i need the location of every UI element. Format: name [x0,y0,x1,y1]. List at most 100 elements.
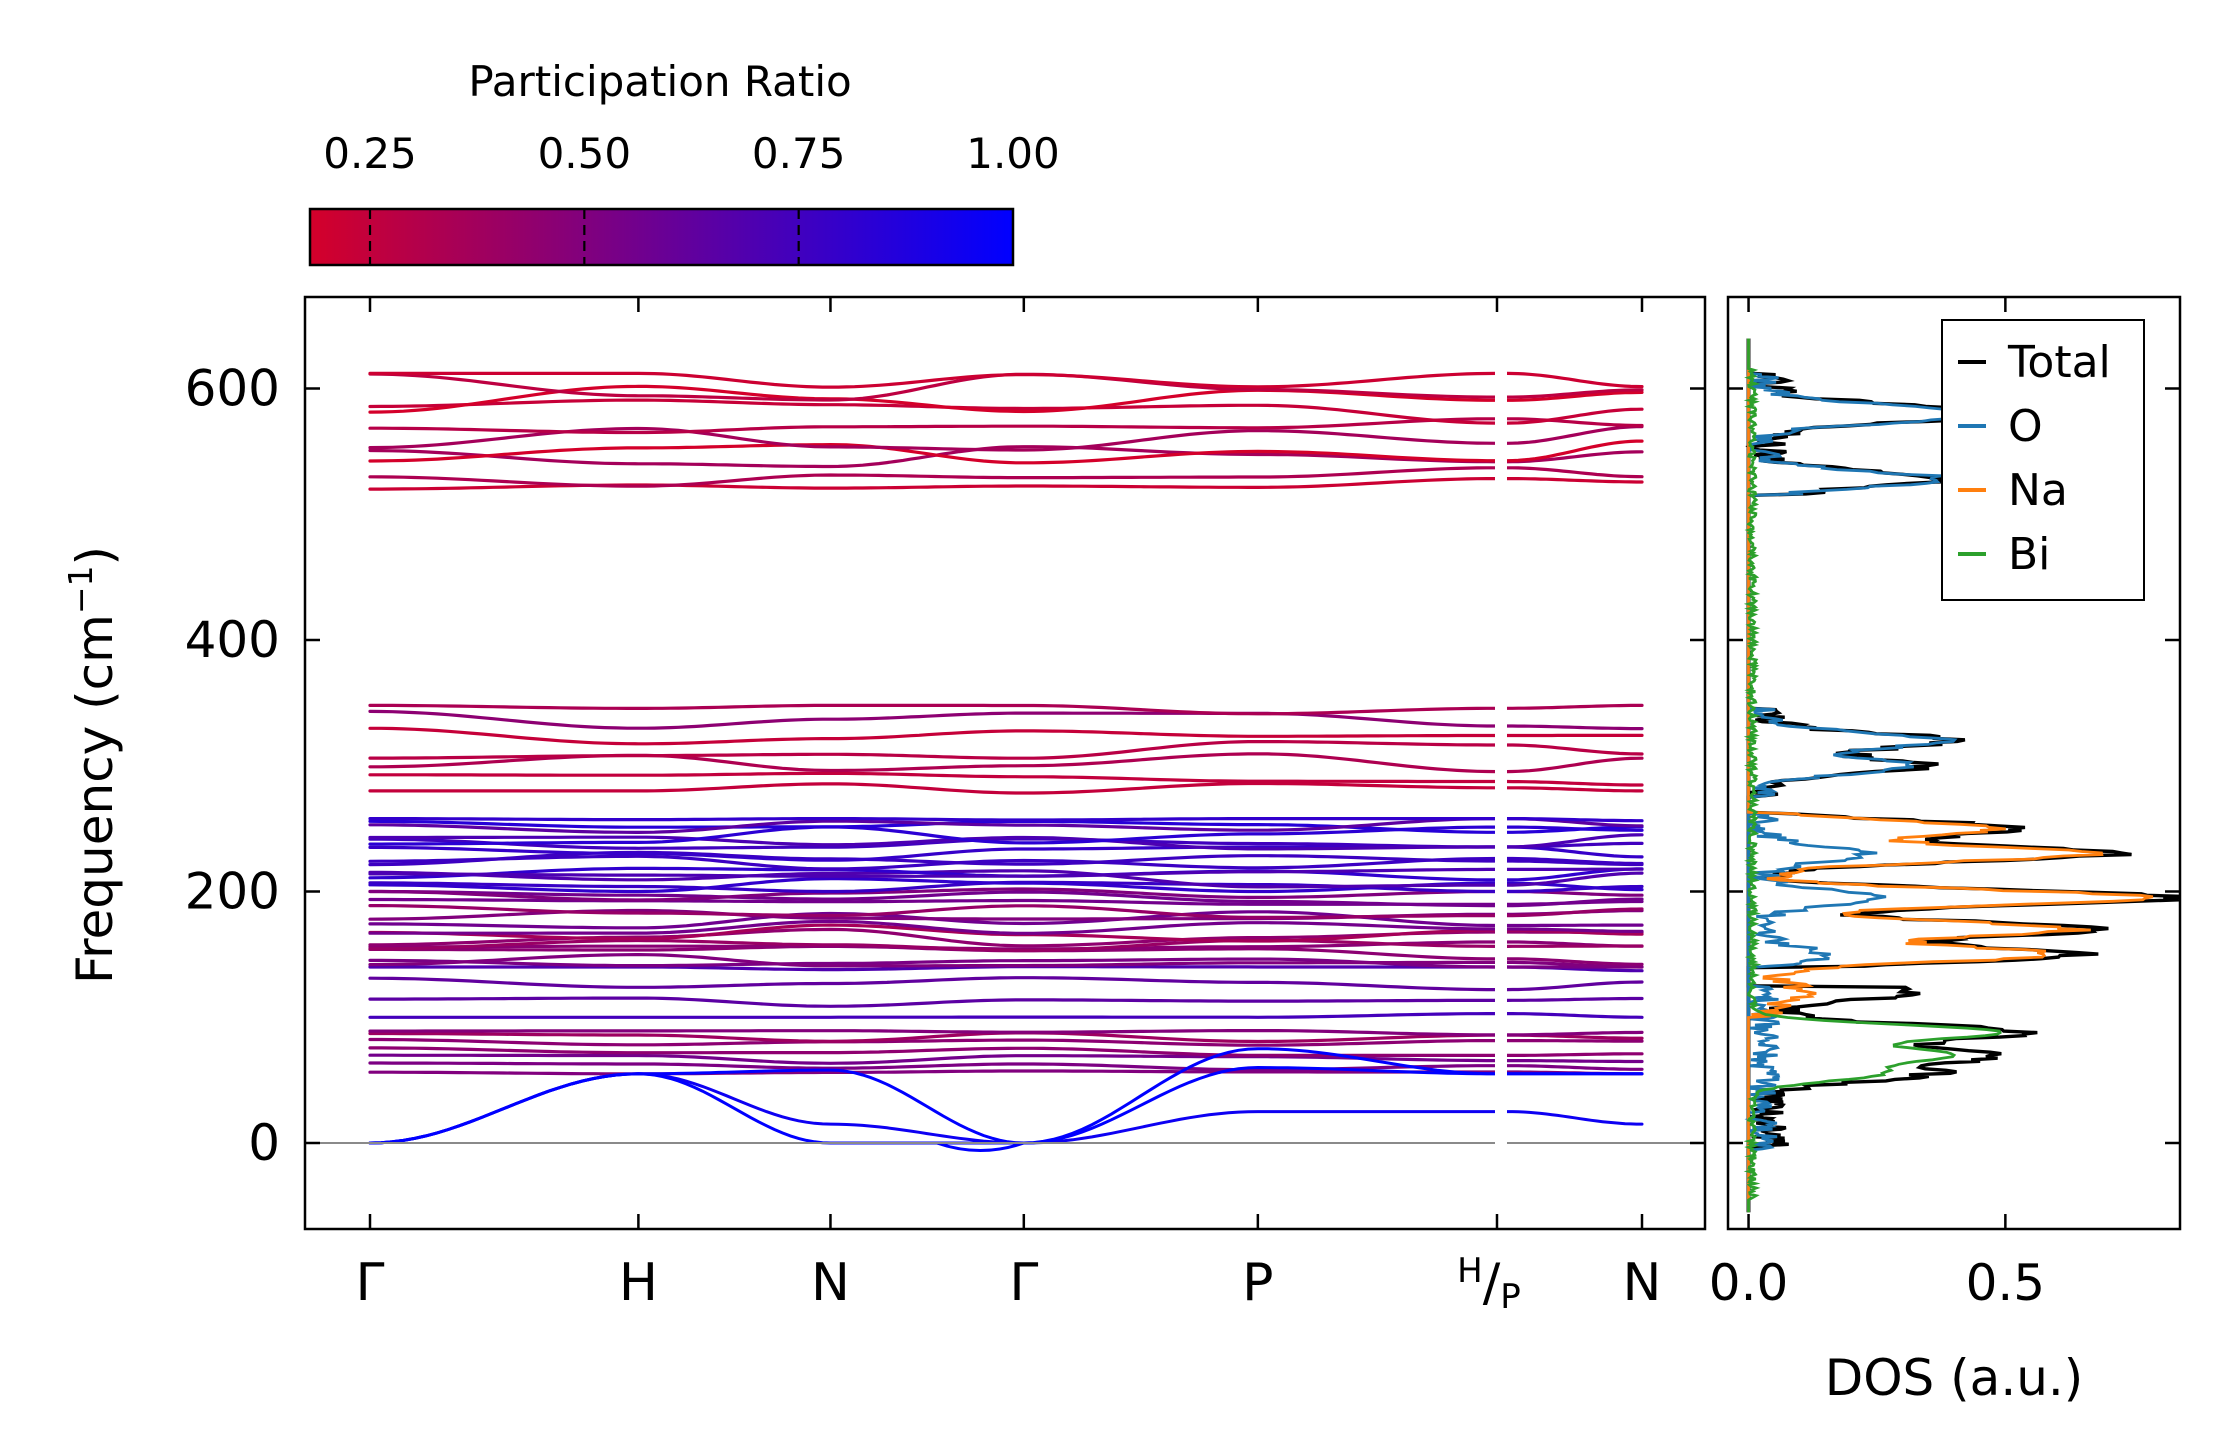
band-line [368,1046,1499,1057]
band-line [368,703,1499,716]
band-line [1505,1030,1644,1037]
band-line [368,771,1499,784]
dos-series-na [1747,338,2154,1213]
band-line [368,445,1499,469]
band-line [368,1053,1499,1065]
x-tick-label: N [1623,1253,1662,1313]
band-line [1505,957,1644,966]
colorbar-title: Participation Ratio [468,57,851,106]
band-line [368,845,1499,862]
x-ticks: Γ H N Γ P N H/P [356,297,1662,1317]
band-line [368,372,1499,402]
x-tick-label: H [619,1253,658,1313]
band-line [368,726,1499,746]
band-line [368,923,1499,943]
legend-label: Total [2007,337,2111,388]
colorbar-gradient [308,207,1015,267]
x-tick-label-hp: H/P [1457,1251,1521,1317]
y-tick-label: 200 [185,863,280,921]
band-line [368,867,1499,878]
band-line [368,1069,1499,1076]
band-line [368,371,1499,389]
dos-series-bi [1743,338,2002,1213]
band-line [368,442,1499,465]
band-line [368,825,1499,846]
band-line [1505,897,1644,908]
y-ticks: 0 200 400 600 [185,360,1705,1172]
band-line [368,877,1499,894]
colorbar-tick-label: 1.00 [966,129,1060,178]
band-line [368,919,1499,935]
band-line [1505,390,1644,402]
band-line [368,880,1499,894]
colorbar-tick-label: 0.50 [538,129,632,178]
band-line [1505,417,1644,428]
band-line [1505,907,1644,918]
band-line [1505,960,1644,969]
band-line [368,1029,1499,1037]
band-line [368,996,1499,1008]
legend-label: Na [2008,465,2068,516]
band-line [368,835,1499,851]
band-line [368,889,1499,908]
band-line [1505,743,1644,756]
x-tick-label: N [811,1253,850,1313]
legend-label: O [2008,401,2043,452]
band-line [1505,450,1644,464]
band-line [1505,1059,1644,1064]
band-line [1505,477,1644,484]
band-line [368,904,1499,919]
band-line [1505,1110,1644,1126]
dos-legend: Total O Na Bi [1941,319,2145,601]
y-axis-label: Frequency (cm−1) [61,546,124,984]
band-line [1505,1064,1644,1071]
band-panel-border [303,295,1707,1231]
band-line [1505,884,1644,894]
band-line [1505,371,1644,389]
band-line [1505,1052,1644,1057]
dos-x-tick-label: 0.0 [1709,1254,1789,1312]
band-line [1505,756,1644,774]
colorbar: Participation Ratio 0.25 0.50 0.75 1.00 [308,57,1060,267]
band-line [368,417,1499,435]
y-tick-label: 0 [248,1114,280,1172]
path-break [1494,298,1507,1228]
band-line [368,965,1499,972]
band-line [368,887,1499,902]
x-tick-label: Γ [1009,1253,1038,1313]
band-line [368,1012,1499,1019]
band-line [368,817,1499,835]
band-line [1505,871,1644,887]
band-line [1505,724,1644,731]
colorbar-tick-label: 0.75 [752,129,846,178]
band-line [1505,703,1644,710]
band-line [368,1037,1499,1047]
x-tick-label: P [1242,1253,1273,1313]
band-line [1505,996,1644,1002]
band-line [1505,388,1644,399]
dos-panel-border [1726,295,2182,1231]
band-line [1505,439,1644,463]
legend-label: Bi [2008,529,2050,580]
band-line [1505,786,1644,793]
colorbar-tick-label: 0.25 [323,129,417,178]
band-line [368,976,1499,992]
band-line [1505,779,1644,787]
dos-lines [1743,338,2180,1213]
band-line [1505,817,1644,823]
band-line [368,957,1499,969]
band-line [368,1031,1499,1044]
band-line [1505,466,1644,479]
band-line [368,781,1499,795]
dos-panel: 0.0 0.5 DOS (a.u.) Total O Na Bi [1709,295,2182,1407]
band-line [368,426,1499,452]
band-line [1505,1039,1644,1043]
band-line [1505,825,1644,834]
dos-x-tick-label: 0.5 [1966,1254,2046,1312]
band-line [368,952,1499,968]
band-line [1505,927,1644,933]
band-line [368,837,1499,850]
colorbar-ticks: 0.25 0.50 0.75 1.00 [323,129,1060,265]
band-line [1505,833,1644,849]
